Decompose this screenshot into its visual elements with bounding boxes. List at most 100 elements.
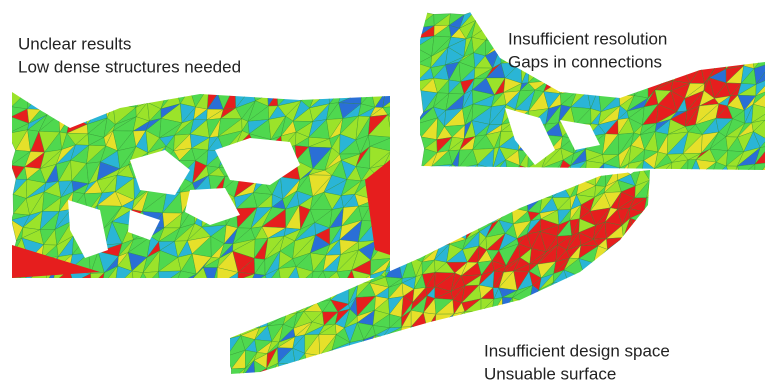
- mesh-face: [700, 8, 718, 28]
- mesh-face: [633, 302, 646, 315]
- mesh-face: [533, 15, 550, 25]
- mesh-face: [406, 87, 417, 109]
- mesh-face: [647, 231, 658, 252]
- mesh-face: [471, 177, 492, 195]
- mesh-face: [395, 377, 415, 385]
- mesh-face: [653, 9, 670, 23]
- mesh-face: [711, 8, 730, 28]
- mesh-face: [647, 272, 658, 289]
- mesh-face: [656, 169, 676, 183]
- mesh-face: [633, 231, 647, 247]
- mesh-face: [422, 338, 441, 354]
- mesh-face: [683, 25, 700, 39]
- mesh-face: [424, 234, 437, 251]
- mesh-face: [397, 165, 422, 179]
- mesh-face: [571, 309, 585, 331]
- mesh-face: [438, 179, 454, 200]
- mesh-face: [554, 328, 572, 338]
- mesh-face: [683, 25, 700, 39]
- mesh-face: [516, 174, 531, 192]
- mesh-face: [444, 175, 462, 194]
- mesh-face: [401, 213, 415, 227]
- mesh-face: [657, 219, 674, 233]
- mesh-face: [581, 284, 595, 300]
- mesh-face: [586, 7, 606, 22]
- mesh-face: [649, 377, 658, 385]
- mesh-face: [395, 362, 411, 375]
- mesh-face: [658, 376, 676, 385]
- mesh-face: [228, 380, 241, 385]
- mesh-face: [502, 316, 516, 324]
- mesh-face: [102, 287, 115, 303]
- mesh-face: [565, 329, 586, 338]
- mesh-face: [399, 222, 408, 234]
- mesh-face: [542, 183, 553, 197]
- mesh-face: [542, 167, 553, 184]
- mesh-face: [462, 164, 479, 182]
- mesh-face: [377, 364, 383, 383]
- mesh-face: [145, 282, 160, 303]
- mesh-face: [737, 39, 752, 50]
- mesh-face: [409, 167, 425, 185]
- mesh-face: [545, 178, 556, 196]
- mesh-face: [388, 106, 406, 124]
- mesh-face: [310, 280, 327, 297]
- mesh-face: [630, 325, 642, 338]
- mesh-face: [268, 296, 279, 313]
- mesh-face: [632, 363, 644, 374]
- mesh-face: [660, 301, 674, 312]
- mesh-face: [361, 380, 377, 385]
- mesh-face: [632, 263, 647, 277]
- mesh-face: [268, 286, 285, 303]
- mesh-face: [674, 24, 686, 36]
- mesh-face: [410, 245, 428, 256]
- mesh-face: [629, 5, 639, 22]
- mesh-face: [411, 377, 430, 385]
- mesh-face: [630, 218, 644, 234]
- mesh-face: [115, 288, 135, 306]
- mesh-face: [429, 376, 435, 385]
- mesh-face: [455, 169, 467, 184]
- mesh-face: [716, 51, 726, 66]
- mesh-face: [392, 124, 400, 137]
- mesh-face: [415, 380, 429, 385]
- mesh-face: [476, 6, 493, 23]
- mesh-face: [607, 297, 624, 315]
- mesh-face: [462, 181, 479, 198]
- mesh-face: [475, 6, 493, 20]
- mesh-face: [291, 379, 308, 385]
- mesh-face: [564, 170, 582, 186]
- mesh-face: [404, 190, 415, 215]
- mesh-face: [573, 70, 592, 85]
- mesh-face: [737, 22, 758, 40]
- mesh-face: [387, 374, 395, 385]
- mesh-face: [229, 277, 246, 289]
- mesh-face: [515, 184, 528, 193]
- mesh-face: [488, 178, 508, 194]
- mesh-face: [403, 87, 417, 106]
- mesh-face: [710, 180, 732, 195]
- annotation-line: Unsuable surface: [484, 364, 616, 383]
- mesh-face: [399, 212, 412, 223]
- mesh-face: [398, 109, 415, 124]
- mesh-face: [105, 86, 119, 102]
- mesh-face: [542, 185, 552, 198]
- mesh-face: [712, 20, 730, 37]
- mesh-face: [41, 91, 60, 110]
- mesh-face: [527, 309, 547, 330]
- mesh-face: [396, 178, 410, 196]
- mesh-face: [569, 283, 579, 296]
- mesh-face: [452, 375, 468, 385]
- mesh-face: [463, 182, 480, 194]
- mesh-face: [644, 377, 657, 385]
- mesh-face: [669, 179, 687, 195]
- mesh-face: [593, 261, 603, 275]
- mesh-face: [372, 350, 387, 363]
- mesh-face: [753, 20, 765, 40]
- mesh-face: [476, 195, 492, 214]
- mesh-face: [598, 78, 616, 89]
- mesh-face: [611, 288, 623, 304]
- mesh-face: [461, 362, 478, 383]
- mesh-face: [473, 312, 491, 329]
- mesh-face: [681, 50, 696, 70]
